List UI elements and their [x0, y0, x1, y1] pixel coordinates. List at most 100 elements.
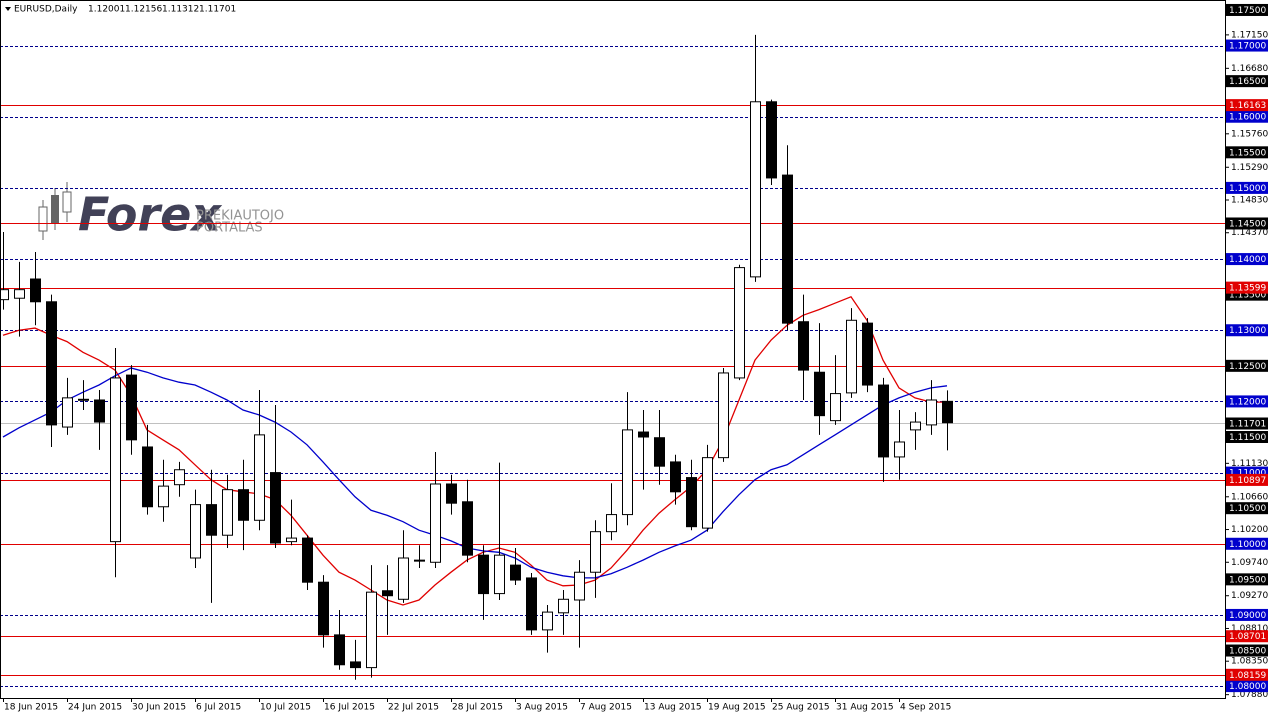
candle-body	[686, 477, 697, 528]
y-tick-label: 1.15290	[1231, 163, 1268, 173]
header: EURUSD,Daily 1.12001 1.12156 1.11312 1.1…	[5, 5, 236, 15]
black-level-label: 1.13500	[1229, 291, 1266, 301]
black-level-label: 1.14500	[1229, 219, 1266, 229]
blue-level-box	[1226, 608, 1268, 621]
black-level-label: 1.16500	[1229, 77, 1266, 87]
logo-brand: Forex	[78, 188, 222, 242]
y-tick-label: 1.15760	[1231, 129, 1268, 139]
red-level-box	[1226, 473, 1268, 486]
black-level-label: 1.10500	[1229, 504, 1266, 514]
blue-level-box	[1226, 253, 1268, 266]
price-axis: 1.17150 1.16680 1.15760 1.15290 1.14830 1.143…	[1225, 3, 1268, 700]
plot-border	[0, 0, 1226, 699]
x-tick-label: 6 Jul 2015	[196, 703, 241, 713]
candle-body	[702, 457, 713, 529]
red-level-box	[1226, 281, 1268, 294]
candle-body	[174, 469, 185, 486]
red-level-box	[1226, 668, 1268, 681]
moving-average	[2, 296, 947, 606]
plot-area	[1, 34, 1225, 687]
candle-body	[526, 577, 537, 631]
x-tick-label: 19 Aug 2015	[708, 703, 766, 713]
candle-body	[366, 591, 377, 669]
black-level-label: 1.17500	[1229, 6, 1266, 16]
candle-body	[894, 441, 905, 458]
candle-body	[718, 372, 729, 459]
red-level-label: 1.08159	[1229, 671, 1266, 681]
candle-body	[62, 397, 73, 428]
blue-level-label: 1.09000	[1229, 611, 1266, 621]
blue-level-label: 1.11000	[1229, 469, 1266, 479]
black-level-box	[1226, 146, 1268, 159]
candle-body	[782, 174, 793, 324]
chart-title: EURUSD,Daily	[14, 5, 78, 15]
candle-body	[654, 437, 665, 467]
candle-body	[910, 421, 921, 431]
black-level-label: 1.11500	[1229, 433, 1266, 443]
blue-level-label: 1.13000	[1229, 326, 1266, 336]
blue-level-label: 1.15000	[1229, 184, 1266, 194]
y-tick-label: 1.10660	[1231, 492, 1268, 502]
red-level-label: 1.10897	[1229, 476, 1266, 486]
red-level-label: 1.13599	[1229, 284, 1266, 294]
x-tick-label: 24 Jun 2015	[68, 703, 122, 713]
current-price-label: 1.11701	[1229, 420, 1266, 430]
logo-candle	[51, 195, 59, 223]
candle-body	[510, 564, 521, 581]
black-level-label: 1.15500	[1229, 148, 1266, 158]
candle-body	[94, 399, 105, 423]
candle-body	[286, 537, 297, 543]
blue-level-box	[1226, 680, 1268, 693]
candle-body	[30, 278, 41, 303]
candle-body	[1, 289, 9, 301]
candle-body	[590, 531, 601, 573]
candle-body	[830, 393, 841, 422]
y-tick-label: 1.14830	[1231, 195, 1268, 205]
black-level-box	[1226, 431, 1268, 444]
candle-body	[798, 321, 809, 371]
candle-body	[862, 322, 873, 386]
candle-body	[190, 504, 201, 559]
blue-level-label: 1.14000	[1229, 255, 1266, 265]
red-level-box	[1226, 630, 1268, 643]
candle-body	[334, 634, 345, 666]
black-level-label: 1.08500	[1229, 647, 1266, 657]
candle-body	[430, 483, 441, 563]
candle-body	[750, 101, 761, 278]
x-tick-label: 30 Jun 2015	[132, 703, 186, 713]
candle-body	[814, 371, 825, 417]
candle-body	[398, 557, 409, 600]
candle-body	[254, 434, 265, 521]
y-tick-label: 1.09740	[1231, 558, 1268, 568]
red-level-label: 1.08701	[1229, 632, 1266, 642]
blue-level-box	[1226, 324, 1268, 337]
red-level-label: 1.16163	[1229, 101, 1266, 111]
candle-body	[638, 431, 649, 438]
x-tick-label: 7 Aug 2015	[580, 703, 632, 713]
black-level-label: 1.12500	[1229, 362, 1266, 372]
candle-body	[46, 301, 57, 426]
x-tick-label: 16 Jul 2015	[324, 703, 375, 713]
candle-body	[238, 489, 249, 521]
candle-body	[942, 400, 953, 424]
header-high: 1.12156	[125, 5, 162, 15]
candle-body	[478, 554, 489, 595]
candle-body	[462, 501, 473, 556]
candle-body	[878, 384, 889, 458]
candle-body	[78, 398, 89, 401]
x-tick-label: 10 Jul 2015	[260, 703, 311, 713]
black-level-box	[1226, 644, 1268, 657]
x-tick-label: 3 Aug 2015	[516, 703, 568, 713]
watermark: Forex PREKIAUTOJO PORTALAS	[38, 182, 284, 242]
blue-level-label: 1.08000	[1229, 682, 1266, 692]
candle-body	[142, 446, 153, 508]
candle-body	[670, 461, 681, 493]
blue-level-box	[1226, 39, 1268, 52]
candle-body	[222, 489, 233, 536]
x-tick-label: 18 Jun 2015	[4, 703, 58, 713]
y-tick-label: 1.14370	[1231, 228, 1268, 238]
blue-level-box	[1226, 395, 1268, 408]
y-tick-label: 1.10200	[1231, 525, 1268, 535]
blue-level-label: 1.17000	[1229, 42, 1266, 52]
